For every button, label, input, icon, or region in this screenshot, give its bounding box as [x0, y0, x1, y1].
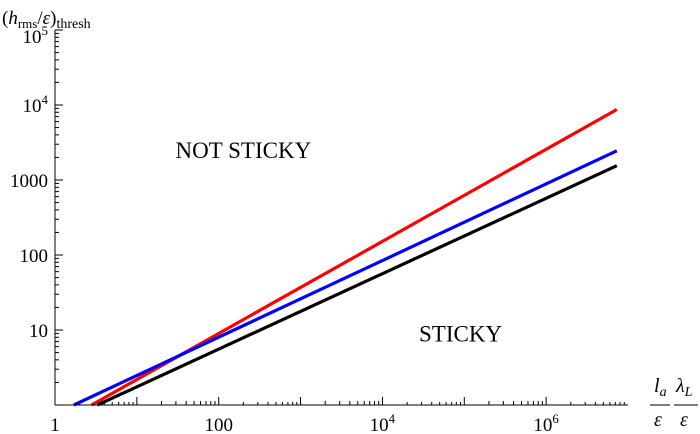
- series-line-2: [96, 164, 618, 407]
- y-tick-label: 104: [23, 92, 49, 117]
- svg-text:λL: λL: [675, 375, 693, 400]
- series-layer: [73, 108, 618, 407]
- svg-text:ε: ε: [654, 409, 662, 431]
- x-tick-label: 106: [533, 411, 559, 434]
- x-tick-label: 104: [370, 411, 396, 434]
- y-tick-label: 1000: [10, 171, 48, 192]
- labels-layer: 1 100 104 106 10 100 1000 104 105 NOT STICKY STICK…: [10, 23, 559, 434]
- x-axis-label-la-over-eps: la ε: [650, 375, 670, 431]
- x-tick-label: 1: [50, 415, 60, 434]
- y-axis-label: (hrms/ε)thresh: [2, 8, 91, 32]
- series-line-1: [73, 149, 618, 407]
- axis-ticks: [54, 29, 625, 406]
- x-tick-label: 100: [204, 415, 233, 434]
- x-axis-label-lambda-over-eps: λL ε: [674, 375, 698, 431]
- svg-text:ε: ε: [680, 409, 688, 431]
- svg-text:la: la: [654, 375, 667, 400]
- y-tick-label: 105: [23, 23, 49, 48]
- y-tick-label: 10: [29, 321, 48, 342]
- not-sticky-label: NOT STICKY: [176, 138, 312, 163]
- sticky-label: STICKY: [419, 321, 502, 346]
- y-tick-label: 100: [20, 246, 49, 267]
